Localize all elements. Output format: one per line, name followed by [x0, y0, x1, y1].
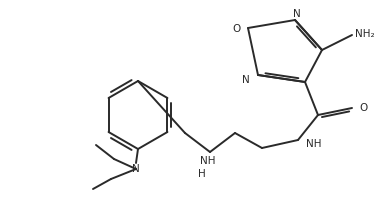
Text: N: N [293, 9, 301, 19]
Text: N: N [242, 75, 250, 85]
Text: N: N [132, 164, 140, 174]
Text: H: H [198, 169, 206, 179]
Text: O: O [233, 24, 241, 34]
Text: O: O [359, 103, 367, 113]
Text: NH: NH [200, 156, 216, 166]
Text: NH: NH [306, 139, 321, 149]
Text: NH₂: NH₂ [355, 29, 375, 39]
